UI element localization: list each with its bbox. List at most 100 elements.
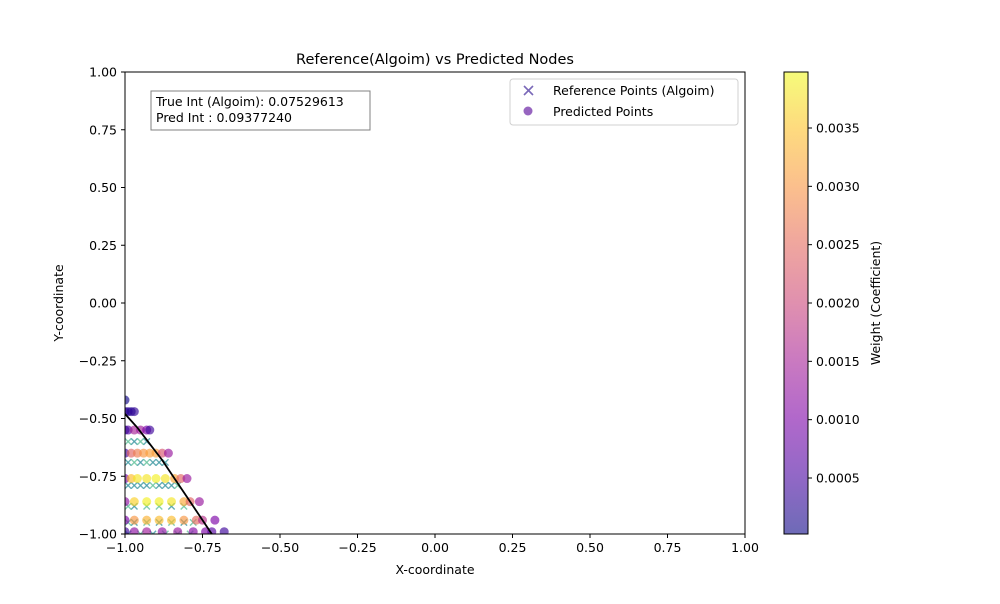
x-tick-label: 0.25	[499, 540, 527, 555]
y-axis-ticks: −1.00 −0.75 −0.50 −0.25 0.00 0.25 0.50 0.75 1.00	[79, 65, 125, 542]
predicted-point	[132, 448, 142, 458]
reference-point	[143, 481, 151, 490]
annotation-box	[150, 90, 371, 131]
reference-point	[161, 481, 169, 490]
reference-point	[130, 437, 138, 446]
colorbar-tick-label: 0.0005	[816, 471, 860, 486]
predicted-point	[142, 497, 152, 507]
predicted-point	[167, 497, 176, 507]
y-tick-label: −0.25	[79, 353, 117, 368]
y-tick-label: −0.50	[79, 411, 117, 426]
predicted-point	[129, 515, 139, 525]
x-tick-label: 1.00	[731, 540, 759, 555]
annotation-true-int: True Int (Algoim): 0.07529613	[155, 94, 344, 109]
predicted-point	[188, 527, 198, 534]
x-tick-label: 0.50	[576, 540, 604, 555]
reference-point	[125, 458, 132, 467]
colorbar-tick-label: 0.0030	[816, 179, 860, 194]
colorbar-tick-label: 0.0025	[816, 237, 860, 252]
y-tick-label: −1.00	[79, 527, 117, 542]
predicted-point	[125, 527, 130, 534]
legend-entry-reference: Reference Points (Algoim)	[553, 83, 714, 98]
predicted-point	[163, 448, 173, 458]
reference-point	[130, 481, 138, 490]
predicted-point	[125, 395, 130, 405]
predicted-point	[179, 497, 189, 507]
predicted-point	[167, 515, 176, 525]
predicted-point	[157, 527, 167, 534]
predicted-point	[125, 497, 130, 507]
y-tick-label: 0.50	[89, 180, 117, 195]
predicted-point	[126, 474, 136, 484]
predicted-point	[126, 448, 136, 458]
reference-point	[167, 481, 176, 490]
reference-point	[136, 437, 145, 446]
reference-point	[130, 458, 138, 467]
predicted-point	[129, 407, 139, 417]
predicted-point	[142, 527, 152, 534]
reference-point	[149, 458, 157, 467]
predicted-point	[207, 527, 217, 534]
legend: Reference Points (Algoim) Predicted Poin…	[509, 78, 739, 126]
predicted-point	[145, 425, 155, 435]
predicted-point	[182, 474, 192, 484]
predicted-point	[125, 515, 130, 525]
x-tick-label: −0.50	[261, 540, 299, 555]
colorbar-tick-label: 0.0010	[816, 412, 860, 427]
reference-point	[149, 481, 157, 490]
reference-point	[155, 481, 163, 490]
x-tick-label: −0.75	[183, 540, 221, 555]
predicted-point	[129, 497, 139, 507]
predicted-point	[179, 515, 189, 525]
colorbar-tick-label: 0.0015	[816, 354, 860, 369]
reference-point	[125, 437, 132, 446]
legend-entry-predicted: Predicted Points	[553, 104, 653, 119]
annotation-pred-int: Pred Int : 0.09377240	[156, 110, 292, 125]
x-tick-label: 0.75	[654, 540, 682, 555]
colorbar-tick-label: 0.0035	[816, 121, 860, 136]
colorbar-gradient	[783, 71, 809, 535]
y-tick-label: −0.75	[79, 469, 117, 484]
x-axis-label: X-coordinate	[395, 562, 474, 577]
x-axis-ticks: −1.00 −0.75 −0.50 −0.25 0.00 0.25 0.50 0.75 1.00	[106, 534, 759, 555]
chart-title: Reference(Algoim) vs Predicted Nodes	[296, 52, 574, 68]
reference-point	[136, 481, 145, 490]
predicted-point	[154, 515, 164, 525]
predicted-point	[173, 527, 183, 534]
x-tick-label: −1.00	[106, 540, 144, 555]
colorbar: 0.0005 0.0010 0.0015 0.0020 0.0025 0.0030 0.00…	[783, 71, 883, 535]
predicted-point	[157, 448, 167, 458]
predicted-point	[219, 527, 229, 534]
y-tick-label: 0.00	[89, 296, 117, 311]
plot-area	[125, 72, 745, 534]
x-tick-label: 0.00	[421, 540, 449, 555]
integral-annotation: True Int (Algoim): 0.07529613 Pred Int :…	[150, 90, 371, 131]
predicted-points-layer	[125, 395, 229, 534]
x-tick-label: −0.25	[338, 540, 376, 555]
legend-circle-marker	[523, 106, 533, 116]
predicted-point	[151, 474, 161, 484]
predicted-point	[210, 515, 220, 525]
predicted-point	[129, 527, 139, 534]
reference-point	[125, 481, 132, 490]
colorbar-ticks: 0.0005 0.0010 0.0015 0.0020 0.0025 0.0030 0.00…	[808, 121, 860, 486]
colorbar-tick-label: 0.0020	[816, 296, 860, 311]
predicted-point	[142, 474, 152, 484]
predicted-point	[132, 474, 142, 484]
predicted-point	[154, 497, 164, 507]
predicted-point	[142, 515, 152, 525]
reference-point	[143, 458, 151, 467]
predicted-point	[191, 515, 201, 525]
y-tick-label: 0.25	[89, 238, 117, 253]
predicted-point	[145, 448, 155, 458]
legend-box	[509, 78, 739, 126]
predicted-point	[160, 474, 170, 484]
y-tick-label: 1.00	[89, 65, 117, 80]
y-tick-label: 0.75	[89, 122, 117, 137]
predicted-point	[176, 474, 186, 484]
legend-x-marker	[523, 85, 534, 96]
reference-point	[136, 458, 145, 467]
y-axis-label: Y-coordinate	[51, 264, 66, 343]
